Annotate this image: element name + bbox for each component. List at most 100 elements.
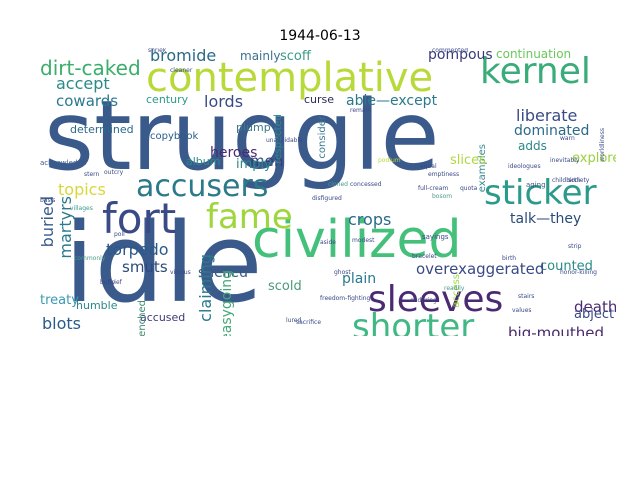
word-basis: basis bbox=[40, 197, 56, 204]
word-commonly: commonly bbox=[74, 255, 106, 262]
word-humble: humble bbox=[76, 299, 118, 312]
word-imply: imply bbox=[236, 157, 272, 172]
word-inevitably: inevitably bbox=[550, 157, 580, 164]
word-copybook: copybook bbox=[150, 131, 199, 142]
word-lured: lured bbox=[286, 317, 302, 324]
word-crops: crops bbox=[348, 210, 392, 229]
word-sacrifice: sacrifice bbox=[296, 319, 322, 326]
word-scoff: scoff bbox=[280, 49, 311, 64]
word-century: century bbox=[146, 93, 189, 106]
word-stairs: stairs bbox=[518, 293, 535, 300]
word-strip: strip bbox=[568, 243, 582, 250]
word-blots: blots bbox=[42, 314, 81, 333]
word-contemplative: contemplative bbox=[146, 55, 434, 101]
word-easygoing: easygoing bbox=[219, 270, 235, 336]
word-bromide: bromide bbox=[150, 48, 217, 65]
word-torpedo: torpedo bbox=[106, 240, 169, 259]
word-quota: quota bbox=[460, 185, 478, 192]
word-ideologues: ideologues bbox=[508, 163, 541, 170]
word-commented: commented bbox=[432, 48, 469, 54]
word-cowards: cowards bbox=[56, 92, 119, 110]
word-concessed: concessed bbox=[350, 181, 382, 188]
word-cleaner: cleaner bbox=[170, 67, 193, 74]
word-dominated: dominated bbox=[514, 123, 590, 139]
word-overexaggerated: overexaggerated bbox=[416, 260, 545, 278]
word-talk-they: talk—they bbox=[510, 211, 582, 227]
word-brief: brief bbox=[108, 279, 122, 286]
word-claiming: claiming bbox=[196, 254, 215, 322]
word-plain: plain bbox=[342, 271, 377, 287]
word-society: society bbox=[568, 177, 590, 184]
word-counted: counted bbox=[540, 259, 593, 274]
word-ghost: ghost bbox=[334, 269, 351, 276]
word-enduring: enduring bbox=[410, 297, 437, 304]
word-villages: villages bbox=[70, 205, 93, 212]
word-accept: accept bbox=[56, 74, 110, 93]
word-abject: abject bbox=[574, 307, 615, 322]
word-acknowledge: acknowledge bbox=[40, 159, 87, 167]
word-dirt-caked: dirt-caked bbox=[40, 56, 141, 80]
word-cloud: struggle idle civilized contemplative accuse… bbox=[40, 48, 616, 336]
word-mainly: mainly bbox=[240, 49, 281, 63]
word-readily: readily bbox=[444, 285, 465, 292]
word-stern: stern bbox=[84, 171, 100, 178]
word-childbirth: childbirth bbox=[552, 177, 581, 184]
word-scold: scold bbox=[268, 279, 302, 294]
word-big-mouthed: big-mouthed bbox=[508, 324, 605, 337]
word-entrenched: entrenched bbox=[137, 300, 148, 336]
word-values: values bbox=[512, 307, 532, 314]
word-curse: curse bbox=[304, 93, 335, 106]
word-sleeves: sleeves bbox=[368, 279, 504, 320]
word-emptiness: emptiness bbox=[428, 171, 460, 178]
word-able-except: able—except bbox=[346, 93, 438, 109]
word-worldliness: worldliness bbox=[599, 128, 606, 162]
word-plump: plump bbox=[236, 121, 271, 134]
word-consider: consider bbox=[317, 116, 328, 159]
word-kernel: kernel bbox=[480, 51, 591, 92]
word-idle: idle bbox=[64, 199, 263, 327]
word-liberate: liberate bbox=[516, 106, 578, 125]
word-podium: podium bbox=[378, 157, 401, 164]
word-shorter: shorter bbox=[352, 307, 475, 336]
word-equal: equal bbox=[420, 163, 437, 170]
word-smuts: smuts bbox=[122, 258, 168, 276]
word-modest: modest bbox=[352, 237, 375, 244]
word-poll: poll bbox=[114, 231, 125, 238]
word-remain: remain bbox=[350, 107, 372, 114]
word-cloned: cloned bbox=[328, 181, 348, 188]
word-shriek: shriek bbox=[148, 48, 167, 54]
word-freedom-fighting: freedom-fighting bbox=[320, 295, 371, 302]
word-accusers: accusers bbox=[136, 169, 269, 204]
word-determined: determined bbox=[70, 123, 134, 136]
word-explorers: explorers bbox=[572, 151, 616, 166]
word-aside: aside bbox=[320, 239, 336, 246]
word-birth: birth bbox=[502, 255, 517, 262]
word-civilized: civilized bbox=[252, 210, 462, 270]
word-examples: examples bbox=[477, 144, 488, 193]
chart-title: 1944-06-13 bbox=[279, 28, 361, 44]
word-struggle: struggle bbox=[44, 80, 440, 192]
word-vicious: vicious bbox=[170, 269, 191, 276]
word-topics: topics bbox=[58, 180, 106, 199]
word-sayings: sayings bbox=[422, 233, 449, 241]
word-adds: adds bbox=[518, 139, 547, 153]
word-honor-killing: honor-killing bbox=[560, 269, 597, 276]
word-bracelet: bracelet bbox=[412, 253, 437, 260]
word-accused: accused bbox=[140, 311, 186, 324]
word-men: men bbox=[250, 152, 284, 170]
word-shelled: shelled bbox=[198, 265, 249, 281]
word-full-cream: full-cream bbox=[418, 185, 449, 192]
word-fame: fame bbox=[206, 197, 293, 237]
word-outcry: outcry bbox=[104, 169, 124, 176]
word-unavoidable: unavoidable bbox=[266, 137, 303, 144]
word-death: death bbox=[574, 298, 616, 316]
word-buffy: buffy bbox=[100, 279, 116, 286]
word-heroes: heroes bbox=[210, 145, 258, 161]
word-lords: lords bbox=[204, 92, 244, 111]
word-continuation: continuation bbox=[496, 48, 572, 61]
word-warn: warn bbox=[560, 135, 575, 142]
word-fort: fort bbox=[102, 194, 177, 243]
word-treaty: treaty bbox=[40, 293, 79, 308]
word-sticker: sticker bbox=[484, 173, 597, 213]
word-album: album bbox=[186, 155, 221, 168]
